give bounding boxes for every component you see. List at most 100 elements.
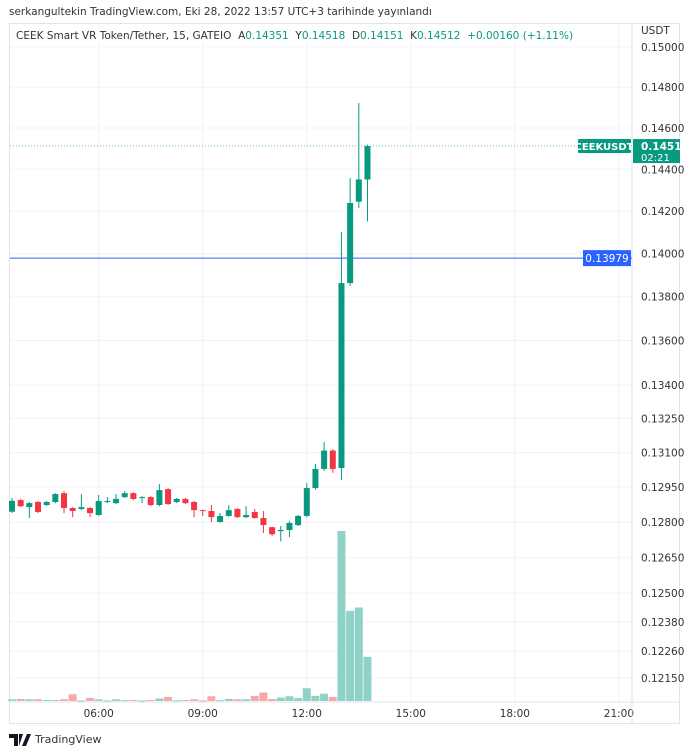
- high-value: 0.14518: [301, 30, 346, 42]
- candle-body: [147, 497, 154, 505]
- low-value: 0.14151: [360, 30, 404, 42]
- volume-bar: [42, 699, 51, 701]
- candle-body: [17, 500, 24, 507]
- line-price-value: 0.13979: [585, 253, 628, 265]
- y-tick-label: 0.12800: [641, 517, 684, 529]
- candle-body: [234, 508, 241, 518]
- x-tick-label: 15:00: [396, 708, 426, 720]
- y-tick-label: 0.14200: [641, 206, 684, 218]
- candle-body: [61, 493, 68, 509]
- candle-body: [78, 507, 85, 509]
- y-tick-label: 0.13600: [641, 335, 684, 347]
- candle-body: [43, 501, 50, 505]
- volume-bar: [103, 700, 112, 702]
- candle-body: [243, 515, 250, 518]
- volume-bar: [311, 695, 320, 701]
- candle-body: [225, 510, 232, 516]
- volume-bar: [346, 610, 355, 701]
- volume-bar: [250, 695, 259, 701]
- volume-bar: [60, 699, 69, 701]
- candle-body: [191, 501, 198, 511]
- y-tick-label: 0.14600: [641, 123, 684, 135]
- x-tick-label: 21:00: [604, 708, 634, 720]
- volume-bar: [34, 699, 43, 701]
- x-tick-label: 09:00: [188, 708, 218, 720]
- tradingview-logo-icon: [9, 733, 31, 746]
- volume-bar: [302, 688, 311, 701]
- y-tick-label: 0.13100: [641, 448, 684, 460]
- candle-body: [286, 522, 293, 530]
- candle-body: [329, 450, 336, 469]
- symbol-price-tag-text: CEEKUSDT: [574, 142, 633, 153]
- x-tick-label: 06:00: [84, 708, 114, 720]
- candle-body: [52, 494, 59, 502]
- volume-bar: [8, 699, 16, 701]
- candle-body: [303, 488, 310, 516]
- volume-bar: [294, 697, 303, 701]
- candle-body: [295, 515, 302, 526]
- candle-body: [321, 450, 328, 469]
- volume-bar: [216, 700, 225, 702]
- chart-frame: [9, 23, 680, 724]
- y-tick-label: 0.13250: [641, 414, 684, 426]
- candle-body: [139, 497, 146, 499]
- candle-body: [355, 179, 362, 202]
- x-tick-label: 18:00: [500, 708, 530, 720]
- candle-body: [165, 489, 172, 505]
- volume-bar: [172, 700, 181, 702]
- candle-body: [182, 498, 189, 504]
- volume-bar: [86, 697, 95, 701]
- volume-bar: [120, 700, 129, 702]
- candle-body: [338, 283, 345, 468]
- volume-bar: [77, 700, 86, 702]
- volume-bar: [276, 697, 285, 701]
- volume-bar: [328, 696, 337, 701]
- candle-body: [260, 518, 267, 526]
- close-value: 0.14512: [417, 30, 461, 42]
- volume-bar: [146, 699, 155, 701]
- candle-body: [199, 510, 206, 512]
- open-label: A: [238, 30, 246, 42]
- close-label: K: [410, 30, 418, 42]
- volume-bar: [337, 531, 346, 701]
- bar-countdown: 02:21: [641, 153, 670, 164]
- last-price-value: 0.14512: [641, 141, 689, 153]
- candle-body: [251, 511, 258, 519]
- symbol-price-tag: [578, 139, 631, 154]
- volume-bar: [320, 693, 329, 701]
- volume-bar: [259, 692, 268, 701]
- volume-bar: [198, 700, 207, 702]
- high-label: Y: [295, 30, 302, 42]
- y-tick-label: 0.14000: [641, 249, 684, 261]
- candle-body: [113, 498, 120, 504]
- line-price-label: [583, 250, 631, 267]
- candle-body: [217, 515, 224, 523]
- symbol-legend: CEEK Smart VR Token/Tether, 15, GATEIO A…: [16, 30, 574, 42]
- y-tick-label: 0.15000: [641, 42, 684, 54]
- volume-bar: [164, 696, 173, 701]
- volume-bar: [51, 699, 60, 701]
- candle-body: [208, 511, 215, 518]
- tradingview-logo[interactable]: TradingView: [9, 733, 101, 746]
- y-tick-label: 0.12950: [641, 482, 684, 494]
- y-tick-label: 0.12650: [641, 552, 684, 564]
- symbol-title: CEEK Smart VR Token/Tether, 15, GATEIO: [16, 30, 232, 42]
- volume-bar: [16, 698, 25, 701]
- y-tick-label: 0.14400: [641, 164, 684, 176]
- volume-bar: [242, 699, 251, 701]
- candle-body: [95, 501, 102, 516]
- volume-bar: [268, 698, 277, 701]
- candle-body: [277, 529, 284, 532]
- candle-body: [104, 501, 111, 503]
- volume-bar: [68, 694, 77, 701]
- last-price-label: [633, 139, 680, 164]
- volume-bar: [224, 698, 233, 701]
- volume-bar: [233, 699, 242, 701]
- y-tick-label: 0.13400: [641, 380, 684, 392]
- candle-body: [121, 493, 128, 498]
- x-tick-label: 12:00: [292, 708, 322, 720]
- candle-body: [312, 468, 319, 489]
- y-tick-label: 0.12500: [641, 588, 684, 600]
- candle-body: [156, 490, 163, 505]
